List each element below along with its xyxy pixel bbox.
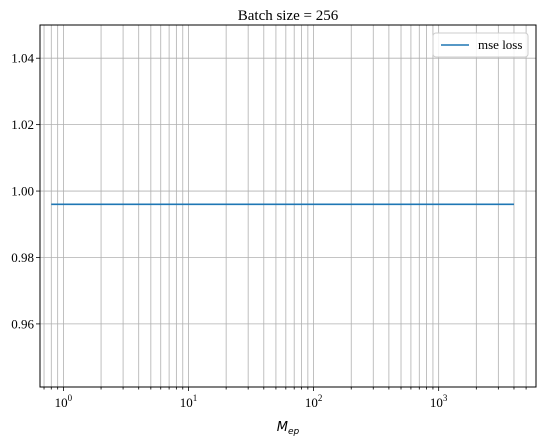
x-tick-label-exponent: 1	[193, 393, 198, 403]
x-tick-label: 101	[180, 393, 198, 410]
x-tick-label: 103	[430, 393, 448, 410]
x-tick-label-exponent: 0	[68, 393, 73, 403]
plot-frame	[39, 24, 537, 388]
chart-title: Batch size = 256	[238, 8, 339, 24]
x-axis-label-main: M	[277, 420, 288, 435]
legend-label-mse-loss: mse loss	[478, 37, 522, 52]
major-grid	[40, 25, 536, 387]
x-tick-label-exponent: 2	[318, 393, 323, 403]
legend-box	[432, 32, 529, 58]
y-tick-label: 0.98	[11, 250, 34, 265]
x-tick-label-base: 10	[430, 395, 443, 410]
x-tick-label: 100	[55, 393, 73, 410]
x-tick-label: 102	[305, 393, 323, 410]
x-axis-label-subscript: ep	[288, 427, 300, 437]
x-tick-label-base: 10	[55, 395, 68, 410]
legend: mse loss	[432, 32, 529, 58]
x-tick-label-exponent: 3	[443, 393, 448, 403]
minor-grid	[43, 25, 527, 387]
x-tick-label-base: 10	[305, 395, 318, 410]
x-axis-label: Mep	[277, 420, 300, 437]
y-tick-label: 1.02	[11, 117, 34, 132]
y-tick-label: 1.00	[11, 184, 34, 199]
x-tick-label-base: 10	[180, 395, 193, 410]
y-tick-label: 0.96	[11, 316, 34, 331]
y-tick-label: 1.04	[11, 51, 34, 66]
